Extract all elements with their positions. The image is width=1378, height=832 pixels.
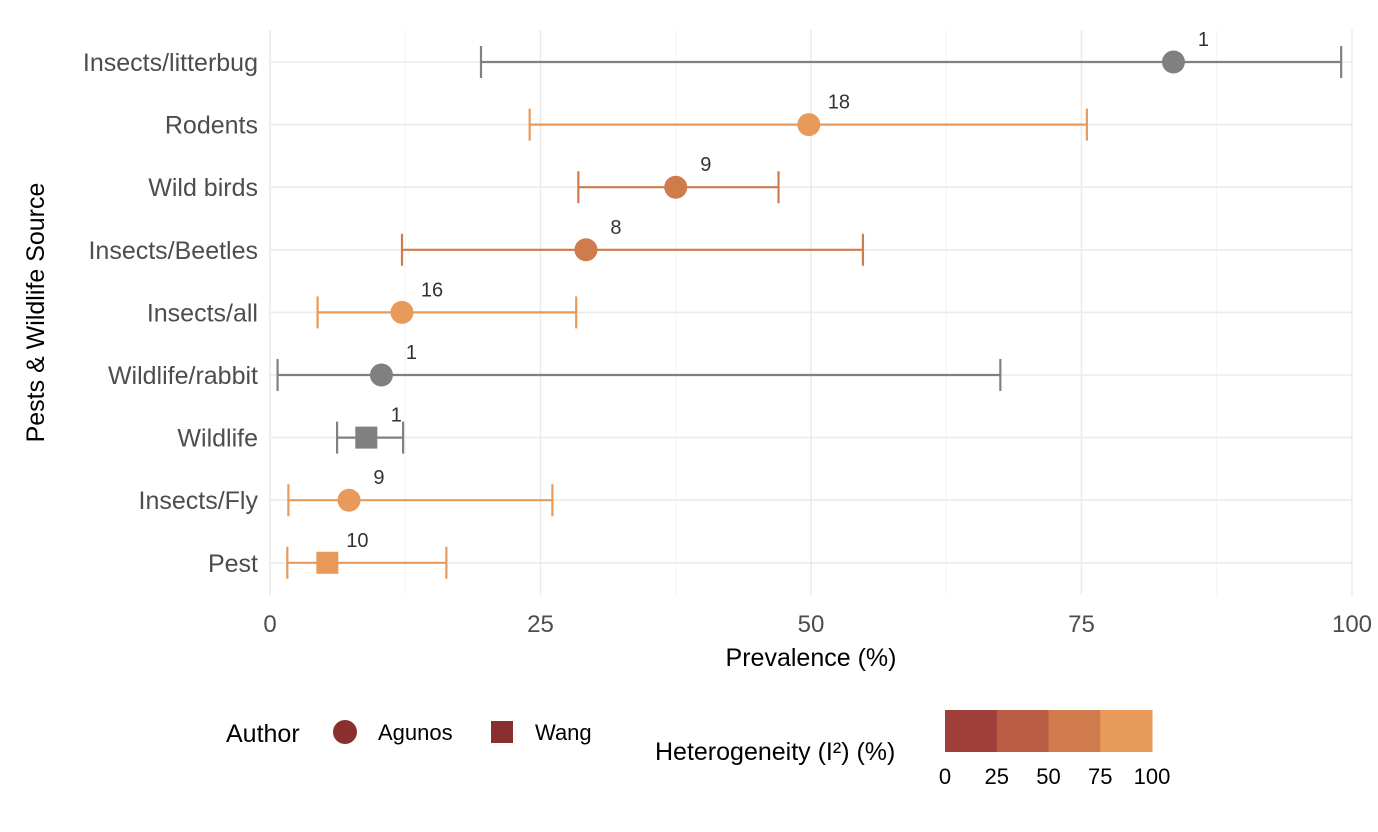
data-label-count: 1 — [1198, 29, 1209, 51]
y-tick-label: Wild birds — [148, 174, 258, 202]
legend-colorbar-tick-label: 25 — [985, 764, 1009, 789]
x-tick-label: 0 — [263, 611, 276, 638]
x-tick-label: 50 — [798, 611, 825, 638]
legend-author-label: Wang — [535, 720, 592, 745]
data-point-circle — [797, 113, 821, 137]
legend-colorbar-tick-label: 0 — [939, 764, 951, 789]
y-tick-label: Wildlife — [177, 425, 258, 453]
legend: Author Agunos Wang Heterogeneity (I²) (%) 0 2… — [226, 710, 1170, 789]
labels-layer: 1 18 9 8 16 1 1 9 10 — [346, 29, 1209, 552]
data-point-circle — [1161, 50, 1185, 74]
data-point-circle — [369, 363, 393, 387]
axis-layer: Insects/litterbug Rodents Wild birds Insect… — [22, 49, 1372, 672]
data-label-count: 8 — [610, 217, 621, 239]
data-label-count: 10 — [346, 530, 368, 552]
y-tick-label: Rodents — [165, 112, 258, 140]
legend-author-title: Author — [226, 720, 300, 748]
legend-colorbar-segment — [945, 710, 998, 752]
legend-colorbar-segment — [1048, 710, 1101, 752]
y-tick-label: Pest — [208, 550, 258, 578]
legend-marker-circle — [333, 720, 357, 744]
y-axis-title: Pests & Wildlife Source — [22, 183, 50, 443]
y-tick-label: Wildlife/rabbit — [108, 362, 258, 390]
x-tick-label: 25 — [527, 611, 554, 638]
y-tick-label: Insects/litterbug — [83, 49, 258, 77]
legend-colorbar-segment — [996, 710, 1049, 752]
data-label-count: 9 — [700, 154, 711, 176]
data-label-count: 1 — [406, 342, 417, 364]
points-layer — [316, 50, 1185, 574]
y-tick-label: Insects/all — [147, 299, 258, 327]
data-label-count: 1 — [391, 405, 402, 427]
legend-heterogeneity-title: Heterogeneity (I²) (%) — [655, 738, 895, 766]
y-tick-label: Insects/Fly — [139, 487, 259, 515]
data-label-count: 9 — [373, 467, 384, 489]
data-label-count: 16 — [421, 279, 443, 301]
x-axis-title: Prevalence (%) — [726, 644, 897, 672]
data-point-circle — [574, 238, 598, 262]
legend-marker-square — [491, 721, 513, 743]
legend-colorbar-tick-label: 50 — [1036, 764, 1060, 789]
y-tick-label: Insects/Beetles — [88, 237, 258, 265]
data-point-square — [316, 551, 339, 574]
data-point-circle — [390, 300, 414, 324]
legend-colorbar-tick-label: 75 — [1088, 764, 1112, 789]
x-tick-label: 100 — [1332, 611, 1372, 638]
legend-colorbar-segment — [1100, 710, 1153, 752]
data-label-count: 18 — [828, 92, 850, 114]
x-tick-label: 75 — [1068, 611, 1095, 638]
data-point-square — [355, 426, 378, 449]
data-point-circle — [664, 175, 688, 199]
data-point-circle — [337, 488, 361, 512]
legend-colorbar-tick-label: 100 — [1134, 764, 1171, 789]
legend-author-label: Agunos — [378, 720, 453, 745]
